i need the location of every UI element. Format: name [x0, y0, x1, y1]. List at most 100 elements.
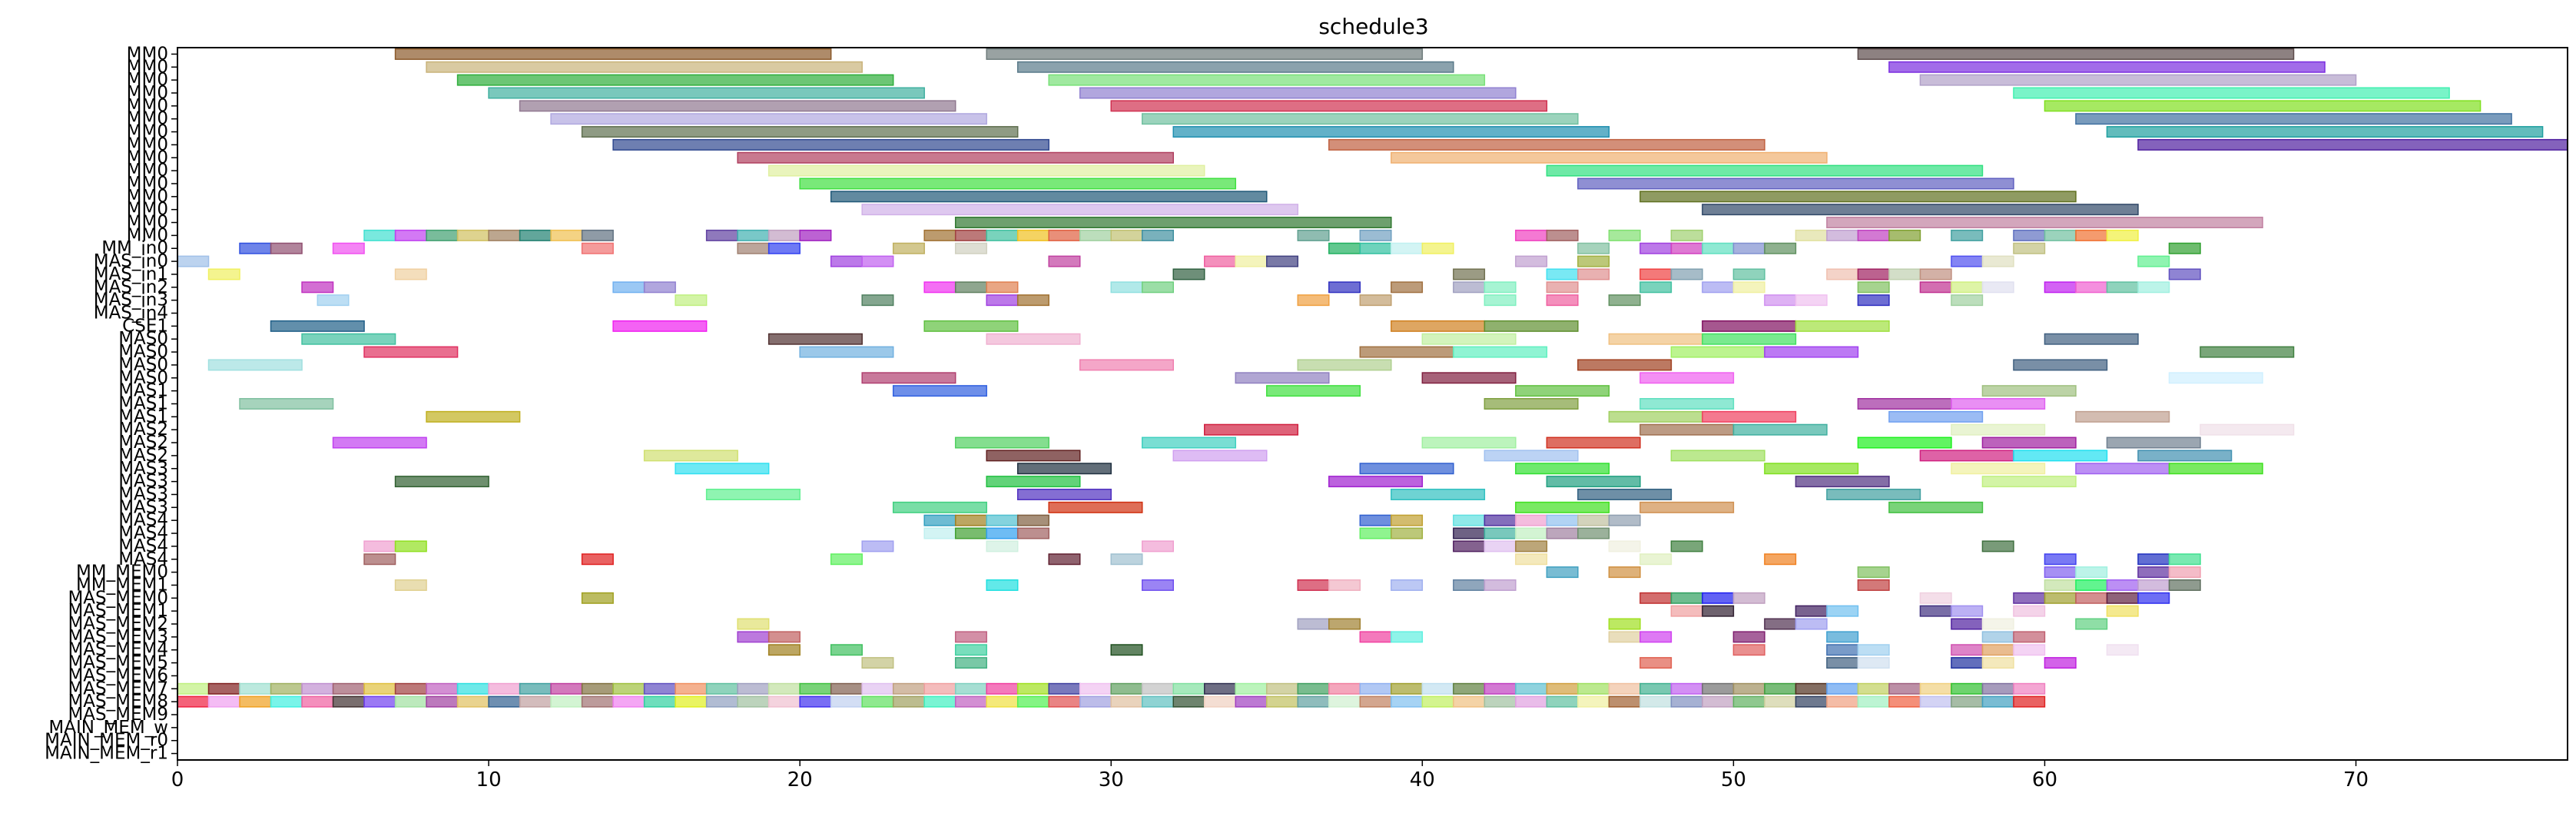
task-bar — [270, 320, 365, 332]
task-bar — [1110, 644, 1143, 656]
task-bar — [1359, 682, 1392, 695]
task-bar — [2044, 333, 2139, 345]
task-bar — [1110, 682, 1143, 695]
task-bar — [1951, 398, 2046, 410]
task-bar — [426, 229, 459, 241]
task-bar — [1328, 695, 1361, 708]
task-bar — [2013, 605, 2046, 617]
task-bar — [2137, 553, 2170, 566]
task-bar — [737, 695, 770, 708]
task-bar — [1016, 695, 1049, 708]
task-bar — [519, 100, 956, 112]
task-bar — [1826, 268, 1859, 280]
task-bar — [1951, 423, 2046, 436]
task-bar — [1608, 514, 1641, 526]
task-bar — [1079, 682, 1112, 695]
task-bar — [1981, 476, 2077, 488]
task-bar — [1608, 229, 1641, 241]
task-bar — [1141, 229, 1174, 241]
x-tick-label: 40 — [1410, 768, 1435, 791]
task-bar — [1608, 333, 1703, 345]
task-bar — [1453, 268, 1486, 280]
task-bar — [1577, 178, 2014, 190]
task-bar — [1639, 268, 1673, 280]
task-bar — [394, 48, 832, 60]
y-tick-label: MAS0 — [118, 368, 168, 388]
task-bar — [1515, 463, 1610, 475]
task-bar — [2075, 618, 2108, 630]
task-bar — [954, 682, 987, 695]
task-bar — [1048, 255, 1081, 267]
task-bar — [1546, 281, 1579, 294]
task-bar — [2137, 255, 2170, 267]
task-bar — [207, 268, 240, 280]
task-bar — [923, 514, 956, 526]
task-bar — [1857, 695, 1890, 708]
task-bar — [1328, 618, 1361, 630]
task-bar — [767, 333, 863, 345]
task-bar — [1857, 48, 2295, 60]
task-bar — [581, 592, 614, 604]
task-bar — [1515, 527, 1548, 539]
y-tick-label: MAS1 — [118, 381, 168, 401]
task-bar — [1391, 631, 1424, 643]
task-bar — [1826, 695, 1859, 708]
task-bar — [1204, 423, 1299, 436]
x-tick-label: 60 — [2032, 768, 2057, 791]
task-bar — [892, 695, 925, 708]
task-bar — [1515, 501, 1610, 513]
task-bar — [612, 281, 645, 294]
task-bar — [1577, 255, 1610, 267]
task-bar — [1453, 514, 1486, 526]
task-bar — [861, 540, 894, 553]
task-bar — [986, 450, 1081, 462]
task-bar — [1110, 229, 1143, 241]
task-bar — [1639, 398, 1735, 410]
task-bar — [1141, 436, 1237, 449]
task-bar — [830, 695, 863, 708]
task-bar — [1981, 385, 2077, 397]
task-bar — [1484, 450, 1579, 462]
y-tick-label: MAS_MEM1 — [68, 601, 168, 621]
task-bar — [1951, 657, 1984, 669]
y-axis: MM0MM0MM0MM0MM0MM0MM0MM0MM0MM0MM0MM0MM0M… — [45, 44, 177, 764]
task-bar — [1951, 463, 2046, 475]
task-bar — [643, 682, 676, 695]
task-bar — [1577, 242, 1610, 254]
task-bar — [1328, 281, 1361, 294]
task-bar — [394, 268, 427, 280]
task-bar — [2075, 579, 2108, 591]
task-bar — [1016, 527, 1049, 539]
task-bar — [861, 682, 894, 695]
task-bar — [1764, 553, 1797, 566]
task-bar — [1577, 514, 1610, 526]
task-bar — [1453, 579, 1486, 591]
task-bar — [892, 385, 987, 397]
task-bar — [1453, 540, 1486, 553]
task-bar — [954, 657, 987, 669]
task-bar — [1297, 229, 1330, 241]
y-tick-label: MM0 — [127, 83, 168, 103]
task-bar — [301, 695, 334, 708]
task-bar — [643, 281, 676, 294]
task-bar — [270, 242, 303, 254]
task-bar — [2075, 229, 2108, 241]
task-bar — [1951, 682, 1984, 695]
task-bar — [1951, 695, 1984, 708]
task-bar — [2013, 695, 2046, 708]
task-bar — [1079, 229, 1112, 241]
task-bar — [923, 527, 956, 539]
task-bar — [923, 695, 956, 708]
task-bar — [1764, 463, 1859, 475]
task-bar — [1328, 579, 1361, 591]
task-bar — [270, 695, 303, 708]
task-bar — [705, 488, 801, 500]
task-bar — [892, 501, 987, 513]
task-bar — [581, 229, 614, 241]
task-bar — [177, 255, 210, 267]
task-bar — [1421, 436, 1517, 449]
task-bar — [2106, 229, 2139, 241]
y-tick-label: MAS4 — [118, 523, 168, 543]
task-bar — [1204, 682, 1237, 695]
task-bar — [799, 346, 894, 358]
